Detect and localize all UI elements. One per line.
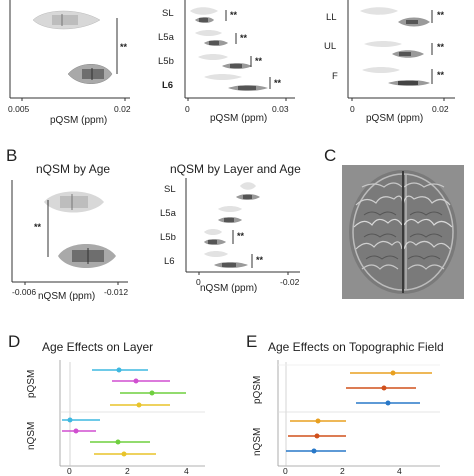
significance-marker: ** [256,255,264,265]
y-group-label: pQSM [252,375,263,404]
y-group-label: nQSM [252,427,263,456]
category-label: SL [164,184,176,195]
category-label: L5a [160,208,176,219]
box-old [82,69,104,79]
category-label: SL [162,8,174,19]
significance-marker: ** [274,78,282,88]
panel-letter-b: B [6,146,18,165]
significance-marker: ** [240,33,248,43]
category-label: L5a [158,32,174,43]
category-label: L6 [164,256,175,267]
category-label: L5b [160,232,176,243]
significance-marker: ** [437,70,445,80]
x-axis-label: nQSM (ppm) [200,283,258,294]
x-tick: 0.02 [432,104,449,114]
panel-e-title: Age Effects on Topographic Field [268,340,444,354]
significance-marker: ** [437,42,445,52]
x-tick: -0.012 [104,287,129,297]
panel-b-right-title: nQSM by Layer and Age [170,162,301,176]
category-label: F [332,71,338,82]
x-tick: 0 [283,466,288,476]
significance-marker: ** [230,10,238,20]
x-tick: -0.02 [280,277,300,287]
x-tick: 0 [196,277,201,287]
panel-letter-e: E [246,332,258,351]
x-tick: 0.005 [8,104,30,114]
significance-marker: ** [120,42,128,52]
x-tick: 4 [397,466,402,476]
x-tick: 4 [184,466,189,476]
category-label: LL [326,12,337,23]
brain-qsm-image [342,165,464,299]
category-label: L5b [158,56,174,67]
x-tick: 2 [340,466,345,476]
significance-marker: ** [255,56,263,66]
significance-marker: ** [437,10,445,20]
category-label: L6 [162,80,174,91]
brain-slice [349,170,457,294]
x-tick: 0.02 [114,104,131,114]
x-tick: 0 [67,466,72,476]
x-tick: 2 [125,466,130,476]
panel-b-left-title: nQSM by Age [36,162,111,176]
panel-letter-c: C [324,146,337,165]
x-tick: -0.006 [12,287,37,297]
x-axis-label: pQSM (ppm) [50,115,108,126]
x-tick: 0 [185,104,190,114]
category-label: UL [324,41,337,52]
x-axis-label: pQSM (ppm) [210,113,268,124]
x-axis-label: nQSM (ppm) [38,291,96,302]
significance-marker: ** [237,231,245,241]
panel-letter-d: D [8,332,21,351]
panel-d-title: Age Effects on Layer [42,340,154,354]
x-tick: 0.03 [272,104,289,114]
x-axis-label: pQSM (ppm) [366,113,424,124]
significance-marker: ** [34,222,42,232]
x-tick: 0 [350,104,355,114]
box-young [52,15,78,25]
